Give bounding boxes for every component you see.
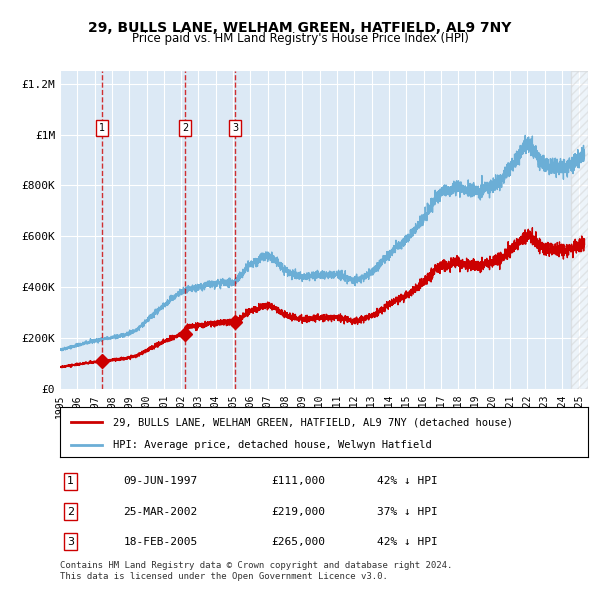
Text: 25-MAR-2002: 25-MAR-2002: [124, 507, 197, 517]
Text: 29, BULLS LANE, WELHAM GREEN, HATFIELD, AL9 7NY: 29, BULLS LANE, WELHAM GREEN, HATFIELD, …: [88, 21, 512, 35]
Text: 1: 1: [99, 123, 106, 133]
Text: 37% ↓ HPI: 37% ↓ HPI: [377, 507, 437, 517]
Text: £111,000: £111,000: [271, 477, 325, 486]
Text: 2: 2: [182, 123, 188, 133]
Text: 42% ↓ HPI: 42% ↓ HPI: [377, 477, 437, 486]
Text: 29, BULLS LANE, WELHAM GREEN, HATFIELD, AL9 7NY (detached house): 29, BULLS LANE, WELHAM GREEN, HATFIELD, …: [113, 417, 513, 427]
Text: 09-JUN-1997: 09-JUN-1997: [124, 477, 197, 486]
Text: 1: 1: [67, 477, 74, 486]
Text: £219,000: £219,000: [271, 507, 325, 517]
Text: 3: 3: [232, 123, 238, 133]
Text: 42% ↓ HPI: 42% ↓ HPI: [377, 537, 437, 547]
Bar: [571, 71, 588, 389]
Text: £265,000: £265,000: [271, 537, 325, 547]
Text: Price paid vs. HM Land Registry's House Price Index (HPI): Price paid vs. HM Land Registry's House …: [131, 32, 469, 45]
Text: 18-FEB-2005: 18-FEB-2005: [124, 537, 197, 547]
Text: 2: 2: [67, 507, 74, 517]
Text: This data is licensed under the Open Government Licence v3.0.: This data is licensed under the Open Gov…: [60, 572, 388, 581]
Text: Contains HM Land Registry data © Crown copyright and database right 2024.: Contains HM Land Registry data © Crown c…: [60, 560, 452, 569]
Text: 3: 3: [67, 537, 74, 547]
Text: HPI: Average price, detached house, Welwyn Hatfield: HPI: Average price, detached house, Welw…: [113, 440, 431, 450]
